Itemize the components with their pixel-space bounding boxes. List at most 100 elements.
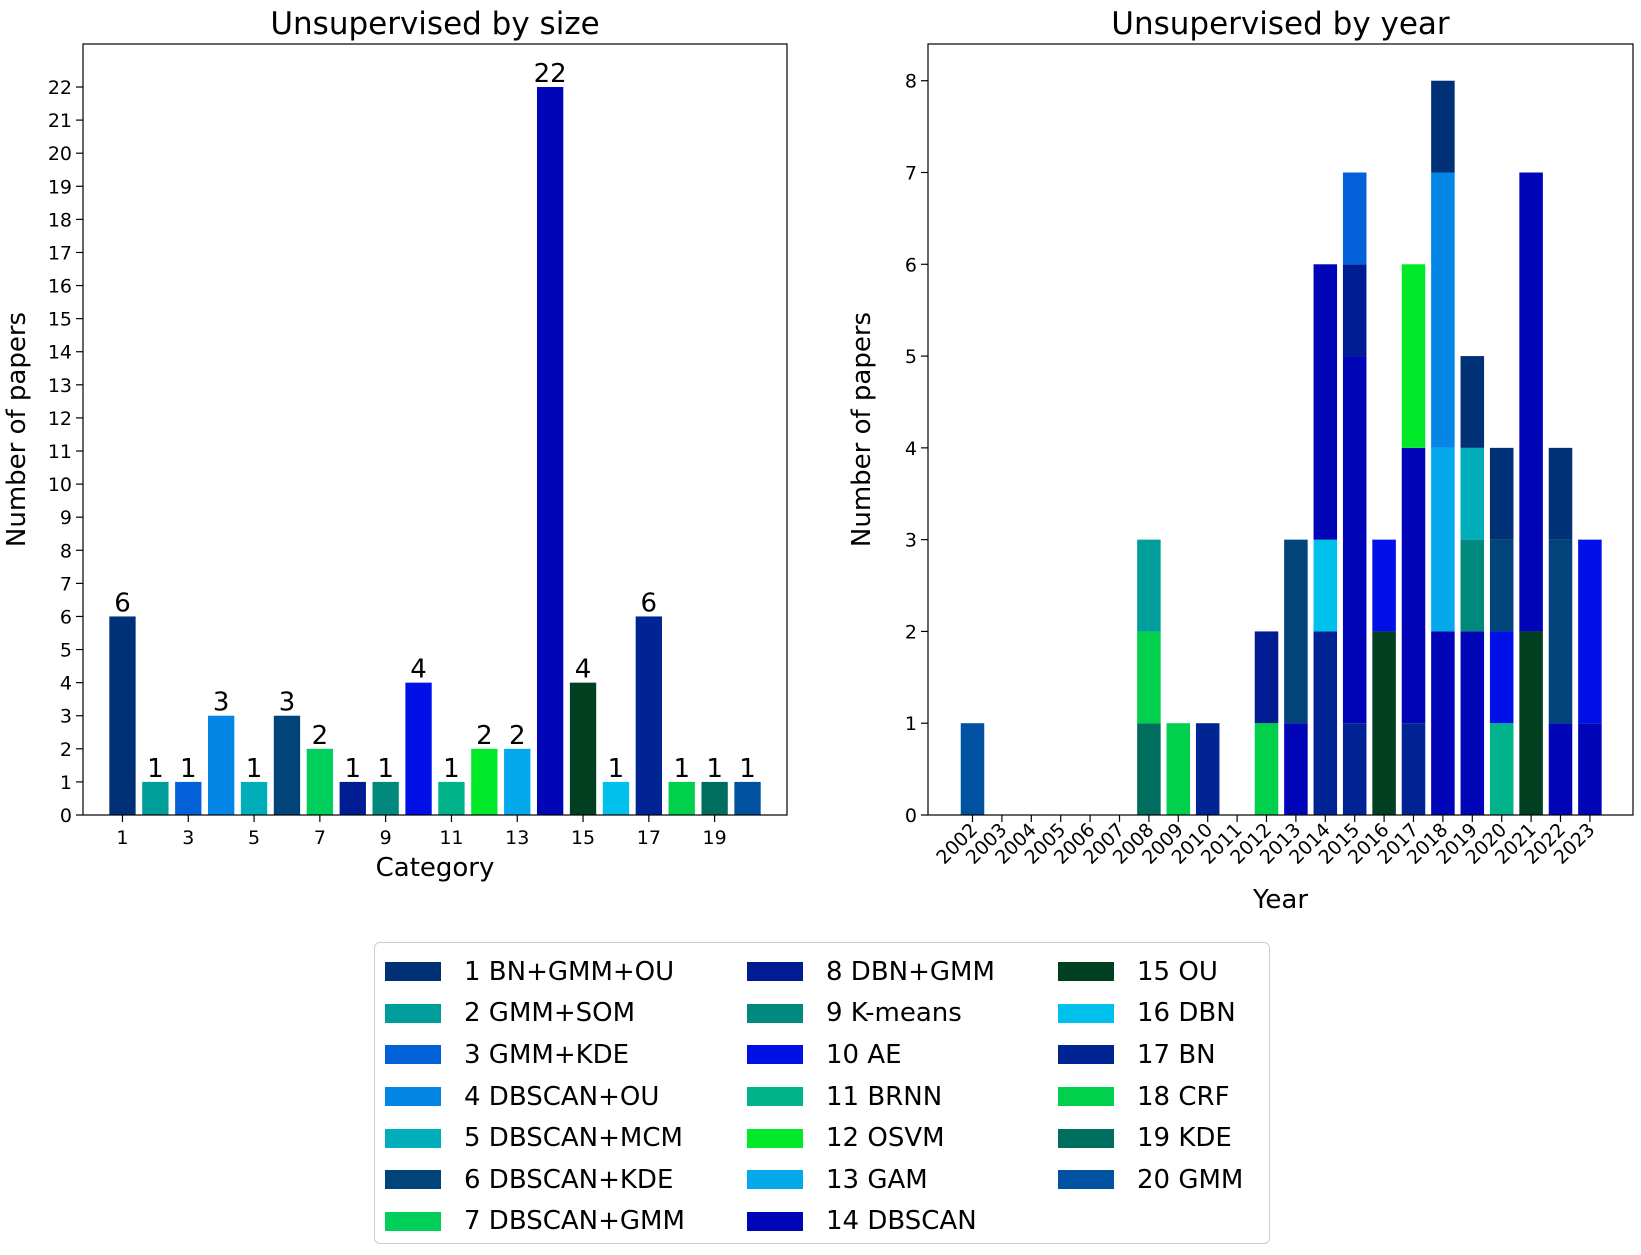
y-tick-label: 3: [905, 530, 917, 552]
stack-segment-2020-cat-1: [1489, 447, 1514, 540]
bar-value-label: 2: [312, 721, 329, 751]
bar-value-label: 3: [279, 688, 296, 718]
stack-segment-2008-cat-18: [1137, 631, 1161, 724]
y-tick-label: 2: [905, 621, 917, 643]
stack-segment-2017-cat-17: [1401, 723, 1426, 815]
bar-category-17: [635, 616, 662, 815]
y-tick-label: 1: [905, 713, 917, 735]
stack-segment-2021-cat-14: [1519, 172, 1543, 632]
legend-label: 3 GMM+KDE: [464, 1039, 630, 1070]
legend-item: 18 CRF: [1058, 1076, 1243, 1118]
y-tick-label: 16: [48, 276, 72, 298]
stack-segment-2020-cat-10: [1489, 631, 1514, 724]
legend-item: 16 DBN: [1058, 993, 1243, 1035]
stack-segment-2019-cat-1: [1460, 356, 1485, 448]
legend-item: 12 OSVM: [747, 1117, 995, 1159]
legend-item: 11 BRNN: [747, 1076, 995, 1118]
legend-label: 19 KDE: [1137, 1123, 1232, 1154]
chart-title: Unsupervised by size: [270, 6, 599, 42]
bar-value-label: 2: [476, 721, 493, 751]
stack-segment-2016-cat-15: [1372, 631, 1396, 815]
stack-segment-2015-cat-14: [1342, 356, 1367, 724]
y-tick-label: 6: [905, 254, 917, 276]
legend-item: 14 DBSCAN: [747, 1201, 995, 1243]
legend-swatch: [747, 1087, 803, 1107]
legend-item: 15 OU: [1058, 951, 1243, 993]
bar-category-10: [405, 682, 432, 815]
bar-category-4: [208, 715, 235, 815]
stack-segment-2012-cat-8: [1254, 631, 1279, 724]
stack-segment-2018-cat-13: [1431, 447, 1455, 632]
legend-item: 8 DBN+GMM: [747, 951, 995, 993]
bar-category-2: [142, 781, 169, 815]
stack-segment-2018-cat-4: [1431, 172, 1455, 448]
stack-segment-2014-cat-16: [1313, 539, 1338, 632]
legend-item: 19 KDE: [1058, 1117, 1243, 1159]
legend-label: 5 DBSCAN+MCM: [464, 1123, 683, 1154]
stack-segment-2022-cat-6: [1548, 539, 1573, 724]
stack-segment-2016-cat-10: [1372, 539, 1396, 632]
stack-segment-2015-cat-3: [1342, 172, 1367, 265]
legend-item: 20 GMM: [1058, 1159, 1243, 1201]
stack-segment-2021-cat-15: [1519, 631, 1543, 815]
y-tick-label: 21: [48, 110, 72, 132]
bar-value-label: 1: [147, 754, 164, 784]
bar-value-label: 6: [114, 588, 131, 618]
x-axis-label: Category: [376, 853, 495, 883]
bar-value-label: 1: [739, 754, 756, 784]
legend-item: 3 GMM+KDE: [385, 1034, 685, 1076]
stack-segment-2023-cat-10: [1578, 539, 1602, 724]
y-tick-label: 0: [60, 805, 72, 827]
bar-category-1: [109, 616, 136, 815]
legend-label: 15 OU: [1137, 956, 1218, 987]
x-tick-label: 5: [248, 827, 260, 849]
figure: 012345678910111213141516171819202122Unsu…: [2, 6, 1634, 915]
bar-value-label: 4: [410, 655, 427, 685]
bar-category-20: [734, 781, 761, 815]
stack-segment-2022-cat-14: [1548, 723, 1573, 815]
legend-label: 14 DBSCAN: [826, 1206, 977, 1237]
bar-category-15: [569, 682, 597, 815]
legend-item: 13 GAM: [747, 1159, 995, 1201]
legend-swatch: [1058, 1003, 1114, 1023]
y-tick-label: 8: [905, 71, 917, 93]
stack-segment-2013-cat-6: [1284, 539, 1308, 724]
legend-item: 1 BN+GMM+OU: [385, 951, 685, 993]
legend-swatch: [747, 1128, 803, 1148]
bar-value-label: 1: [443, 754, 460, 784]
y-tick-label: 7: [60, 573, 72, 595]
y-tick-label: 4: [905, 438, 917, 460]
legend-column: 8 DBN+GMM 9 K-means 10 AE 11 BRNN 12 OSV…: [747, 951, 995, 1242]
legend-label: 18 CRF: [1137, 1081, 1230, 1112]
x-axis-label: Year: [1252, 885, 1308, 915]
bar-category-6: [273, 715, 301, 815]
y-tick-label: 5: [905, 346, 917, 368]
y-axis-label: Number of papers: [2, 312, 32, 547]
x-tick-label: 9: [380, 827, 392, 849]
y-tick-label: 11: [48, 441, 72, 463]
legend-swatch: [1058, 962, 1114, 982]
x-tick-label: 7: [314, 827, 326, 849]
stack-segment-2015-cat-8: [1342, 264, 1367, 357]
legend-column: 15 OU 16 DBN 17 BN 18 CRF 19 KDE 20 GMM: [1058, 951, 1243, 1201]
stack-segment-2014-cat-14: [1313, 264, 1338, 540]
x-tick-label: 3: [182, 827, 194, 849]
stack-segment-2010-cat-17: [1195, 723, 1220, 815]
legend-label: 13 GAM: [826, 1164, 928, 1195]
x-tick-label: 11: [439, 827, 463, 849]
legend-swatch: [1058, 1170, 1114, 1190]
stack-segment-2020-cat-6: [1489, 539, 1514, 632]
bar-category-18: [668, 781, 695, 815]
stack-segment-2008-cat-19: [1137, 723, 1161, 815]
legend-swatch: [747, 1003, 803, 1023]
stack-segment-2009-cat-18: [1166, 723, 1191, 815]
legend-swatch: [1058, 1087, 1114, 1107]
legend-column: 1 BN+GMM+OU 2 GMM+SOM 3 GMM+KDE 4 DBSCAN…: [385, 951, 685, 1242]
legend-swatch: [385, 962, 441, 982]
y-tick-label: 1: [60, 772, 72, 794]
y-tick-label: 2: [60, 739, 72, 761]
bar-category-14: [536, 87, 564, 816]
bar-value-label: 2: [509, 721, 526, 751]
stack-segment-2008-cat-2: [1137, 539, 1161, 632]
legend-label: 17 BN: [1137, 1039, 1216, 1070]
